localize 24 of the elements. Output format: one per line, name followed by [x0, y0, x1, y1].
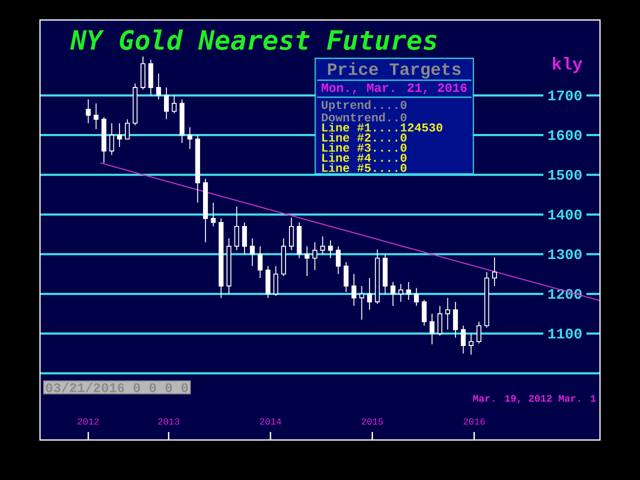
- x-tick-label: 2013: [158, 418, 180, 425]
- text: kly: [553, 56, 582, 74]
- y-tick-label: 1100: [548, 328, 582, 339]
- x-tick-label: 2015: [362, 418, 383, 425]
- annotation: Line #2....0: [322, 132, 406, 142]
- annotation: Uptrend....0: [322, 100, 406, 112]
- x-tick-label: 2012: [78, 418, 99, 425]
- y-tick-label: 1400: [548, 210, 582, 220]
- annotation: Downtrend..0: [322, 112, 406, 122]
- x-tick-label: 2014: [260, 418, 282, 425]
- annotation: Line #3....0: [322, 142, 406, 152]
- y-tick-label: 1500: [548, 170, 582, 180]
- annotation: Mar. 19, 2012 Mar. 1: [473, 394, 596, 404]
- y-tick-label: 1200: [548, 288, 582, 299]
- chart-title: NY Gold Nearest Futures: [70, 29, 437, 50]
- annotation: Line #1....124530: [322, 122, 442, 132]
- y-tick-label: 1300: [548, 249, 582, 260]
- x-tick-label: 2016: [464, 418, 485, 425]
- annotation: Line #5....0: [322, 163, 406, 172]
- y-tick-label: 1600: [548, 130, 582, 140]
- annotation: Price Targets: [328, 62, 461, 79]
- annotation: Mon., Mar. 21, 2016: [322, 83, 467, 94]
- y-tick-label: 1700: [548, 90, 582, 100]
- annotation: Line #4....0: [322, 153, 406, 162]
